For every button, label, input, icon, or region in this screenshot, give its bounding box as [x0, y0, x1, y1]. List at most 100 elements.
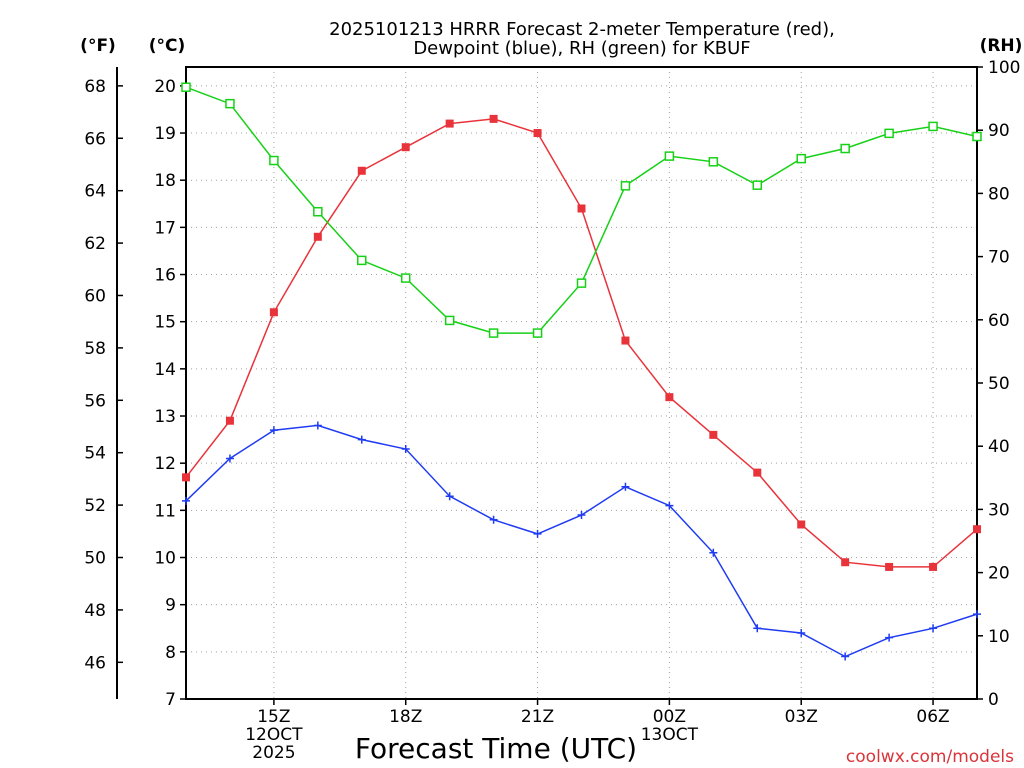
- temperature-point: [577, 204, 586, 213]
- gridlines: [186, 67, 977, 699]
- x-tick-label: 06Z: [916, 707, 949, 727]
- rh-point: [313, 206, 323, 217]
- celsius-tick-label: 8: [165, 643, 176, 663]
- temperature-line: [185, 118, 978, 568]
- dewpoint-point: [489, 515, 498, 524]
- fahrenheit-tick-label: 68: [84, 77, 106, 97]
- dewpoint-point: [577, 511, 586, 520]
- rh-point: [488, 328, 499, 338]
- temperature-point: [445, 119, 454, 128]
- rh-point: [840, 143, 850, 154]
- rh-point: [664, 151, 675, 161]
- dewpoint-point: [401, 445, 410, 454]
- rh-tick-label: 90: [988, 121, 1010, 141]
- dewpoint-point: [797, 628, 806, 637]
- temperature-point: [313, 232, 322, 241]
- celsius-tick-label: 10: [154, 549, 176, 569]
- dewpoint-point: [621, 482, 630, 491]
- rh-point: [357, 255, 367, 266]
- rh-point: [532, 328, 543, 338]
- temperature-point: [225, 416, 234, 425]
- fahrenheit-tick-label: 58: [84, 339, 106, 359]
- x-tick-label: 21Z: [521, 707, 554, 727]
- dewpoint-point: [313, 421, 322, 430]
- dewpoint-point: [357, 435, 366, 444]
- celsius-tick-label: 7: [165, 690, 176, 710]
- dewpoint-point: [533, 529, 542, 538]
- rh-point: [181, 82, 191, 92]
- dewpoint-point: [709, 548, 718, 557]
- rh-tick-label: 20: [988, 564, 1010, 584]
- rh-point: [752, 180, 763, 190]
- fahrenheit-tick-label: 60: [84, 286, 106, 306]
- temperature-point: [489, 114, 498, 123]
- temperature-point: [357, 166, 366, 175]
- temperature-point: [533, 129, 542, 138]
- celsius-tick-label: 20: [154, 77, 176, 97]
- rh-point: [972, 131, 982, 142]
- fahrenheit-tick-label: 62: [84, 234, 106, 254]
- dewpoint-point: [973, 610, 981, 619]
- temperature-point: [797, 520, 806, 529]
- x-tick-label: 03Z: [785, 707, 818, 727]
- temperature-point: [973, 525, 981, 534]
- rh-tick-label: 30: [988, 500, 1010, 520]
- temperature-point: [269, 308, 278, 317]
- celsius-tick-label: 13: [154, 407, 176, 427]
- rh-series: [181, 82, 982, 338]
- celsius-unit-label: (°C): [149, 36, 186, 56]
- rh-point: [444, 315, 455, 326]
- dewpoint-line: [185, 424, 978, 658]
- x-axis-label: Forecast Time (UTC): [355, 732, 637, 765]
- temperature-point: [665, 393, 674, 402]
- fahrenheit-tick-label: 52: [84, 496, 106, 516]
- rh-tick-label: 80: [988, 184, 1010, 204]
- celsius-tick-label: 15: [154, 313, 176, 333]
- temperature-point: [621, 336, 630, 345]
- celsius-tick-label: 16: [154, 266, 176, 286]
- x-tick-label: 00Z: [653, 707, 686, 727]
- axes: 7 8 9 10 11 12 13 14 15 16 17 18 19 20 46 48 50 52 54 56 58 6…: [84, 58, 1020, 763]
- x-tick-label: 2025: [252, 743, 295, 763]
- x-tick-label: 18Z: [389, 707, 422, 727]
- temperature-point: [929, 562, 938, 571]
- dewpoint-point: [665, 501, 674, 510]
- rh-point: [576, 278, 587, 288]
- celsius-tick-label: 18: [154, 171, 176, 191]
- celsius-tick-label: 17: [154, 218, 176, 238]
- temperature-point: [182, 473, 190, 482]
- rh-tick-label: 100: [988, 58, 1020, 78]
- temperature-series: [182, 114, 981, 571]
- dewpoint-point: [182, 496, 190, 505]
- fahrenheit-tick-label: 50: [84, 549, 106, 569]
- rh-tick-label: 60: [988, 311, 1010, 331]
- fahrenheit-tick-label: 64: [84, 182, 106, 202]
- fahrenheit-tick-label: 48: [84, 601, 106, 621]
- rh-point: [620, 181, 631, 191]
- rh-point: [400, 273, 411, 283]
- rh-unit-label: (RH): [980, 36, 1023, 56]
- dewpoint-point: [885, 633, 894, 642]
- rh-point: [928, 121, 938, 132]
- dewpoint-point: [225, 454, 234, 463]
- celsius-tick-label: 9: [165, 596, 176, 616]
- rh-tick-label: 10: [988, 627, 1010, 647]
- rh-tick-label: 40: [988, 437, 1010, 457]
- rh-point: [884, 128, 894, 139]
- rh-point: [269, 155, 279, 166]
- x-tick-label: 15Z: [257, 707, 290, 727]
- rh-point: [708, 157, 719, 167]
- celsius-tick-label: 12: [154, 454, 176, 474]
- celsius-tick-label: 14: [154, 360, 176, 380]
- temperature-point: [753, 468, 762, 477]
- dewpoint-point: [841, 652, 850, 661]
- temperature-point: [885, 562, 894, 571]
- fahrenheit-unit-label: (°F): [80, 36, 116, 56]
- x-tick-label: 12OCT: [245, 725, 303, 745]
- fahrenheit-tick-label: 54: [84, 444, 106, 464]
- celsius-tick-label: 19: [154, 124, 176, 144]
- temperature-point: [841, 558, 850, 567]
- temperature-point: [401, 143, 410, 152]
- rh-tick-label: 70: [988, 248, 1010, 268]
- fahrenheit-tick-label: 66: [84, 129, 106, 149]
